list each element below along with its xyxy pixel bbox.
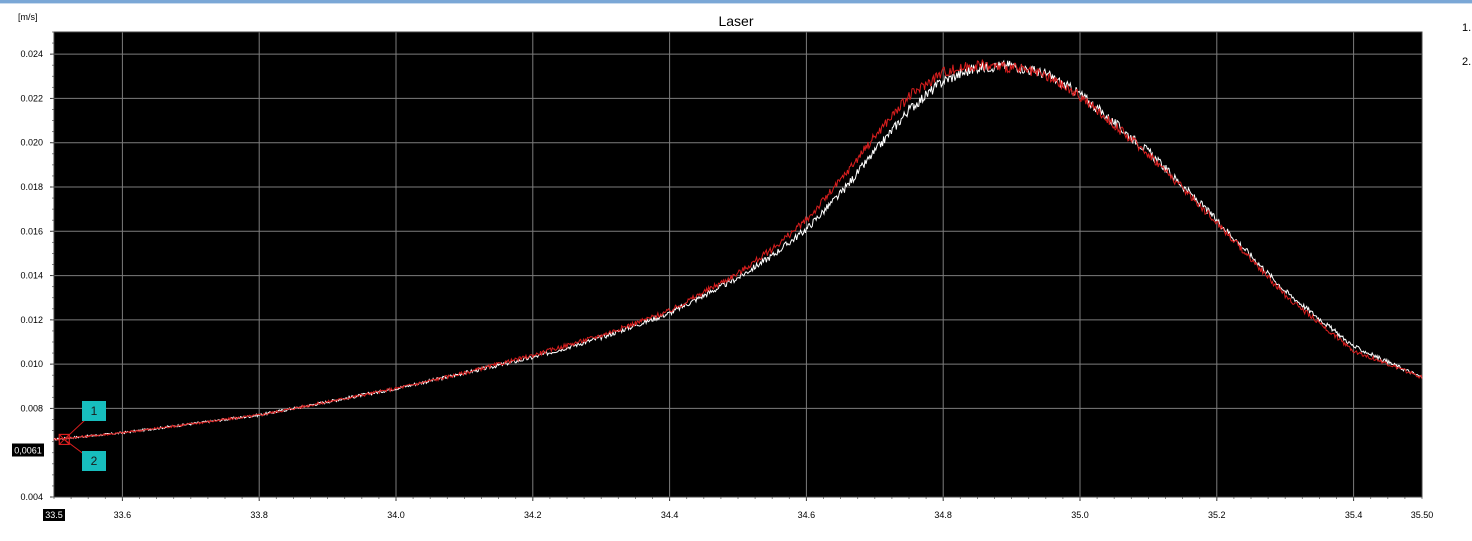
window-top-border xyxy=(0,0,1472,4)
x-tick-label: 33.8 xyxy=(250,510,268,520)
cursor-value-label: 0,0061 xyxy=(14,446,42,456)
y-tick-label: 0.024 xyxy=(20,49,43,59)
plot-area xyxy=(54,32,1422,497)
x-tick-label: 35.0 xyxy=(1071,510,1089,520)
legend-item-1[interactable]: 1. xyxy=(1462,22,1472,34)
plot-frame xyxy=(53,31,1423,498)
x-tick-label: 34.8 xyxy=(934,510,952,520)
x-tick-label: 35.4 xyxy=(1345,510,1363,520)
x-tick-label: 34.2 xyxy=(524,510,542,520)
marker-1-label: 1 xyxy=(91,404,98,418)
y-tick-label: 0.022 xyxy=(20,93,43,103)
x-tick-label: 34.6 xyxy=(798,510,816,520)
series-line-1 xyxy=(53,59,1423,441)
cursor-value-box xyxy=(12,443,44,457)
cursor-marker-cross xyxy=(58,434,70,445)
x-tick-label: 34.0 xyxy=(387,510,405,520)
y-tick-label: 0.012 xyxy=(20,315,43,325)
y-tick-label: 0.008 xyxy=(20,403,43,413)
x-tick-label: 33.6 xyxy=(114,510,132,520)
y-tick-label: 0.014 xyxy=(20,271,43,281)
x-start-label: 33.5 xyxy=(45,510,63,520)
marker-2-box[interactable] xyxy=(82,451,106,471)
x-tick-label: 34.4 xyxy=(661,510,679,520)
legend-item-2[interactable]: 2. xyxy=(1462,56,1472,68)
y-tick-label: 0.018 xyxy=(20,182,43,192)
marker-1-box[interactable] xyxy=(82,401,106,421)
y-tick-label: 0.016 xyxy=(20,226,43,236)
marker-2-leader xyxy=(63,439,86,456)
cursor-marker-square xyxy=(58,433,70,446)
x-start-label-box xyxy=(43,509,65,521)
y-tick-label: 0.010 xyxy=(20,359,43,369)
y-axis-unit-label: [m/s] xyxy=(18,12,38,22)
marker-2-label: 2 xyxy=(91,454,98,468)
y-tick-label: 0.004 xyxy=(20,492,43,502)
x-end-label: 35.50 xyxy=(1411,510,1434,520)
chart-title: Laser xyxy=(718,13,754,29)
x-tick-label: 35.2 xyxy=(1208,510,1226,520)
series-line-2 xyxy=(53,58,1423,441)
y-tick-label: 0.020 xyxy=(20,138,43,148)
